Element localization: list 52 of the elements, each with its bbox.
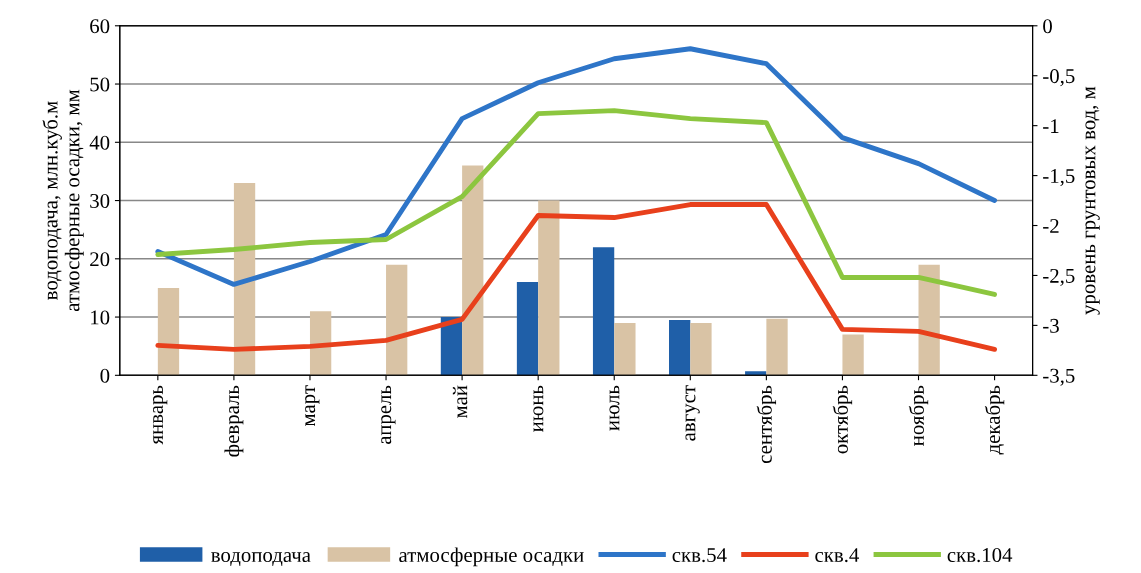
bar — [842, 334, 864, 376]
bar — [233, 183, 256, 376]
x-tick-label: январь — [153, 385, 168, 445]
x-tick-label: декабрь — [984, 385, 1005, 455]
bar — [614, 322, 636, 376]
y-tick-label: 30 — [90, 193, 110, 208]
y2-tick-label: -1 — [1043, 119, 1059, 133]
y2-tick-label: -2,5 — [1043, 268, 1075, 286]
bar — [157, 287, 180, 376]
bar — [386, 264, 408, 376]
y-axis-title: водоподача, млн.куб.м атмосферные осадки, мм — [42, 89, 84, 312]
x-tick-label: ноябрь — [908, 385, 929, 446]
bar — [669, 319, 691, 376]
y2-tick-label: -0,5 — [1043, 69, 1075, 87]
y2-tick-label: 0 — [1043, 19, 1052, 34]
legend-label: скв.104 — [947, 547, 1013, 563]
x-tick-label: март — [305, 385, 320, 427]
y-tick-label: 40 — [89, 135, 110, 150]
y2-tick-label: -1,5 — [1043, 169, 1075, 187]
bar — [690, 322, 712, 376]
y-tick-label: 0 — [100, 368, 110, 383]
legend-label: скв.4 — [815, 548, 860, 563]
x-tick-label: апрель — [381, 385, 396, 444]
x-tick-label: август — [685, 385, 700, 441]
y2-tick-label: -3 — [1043, 318, 1059, 333]
y2-tick-label: -2 — [1043, 218, 1059, 233]
bar — [592, 247, 615, 376]
x-tick-label: сентябрь — [756, 385, 777, 464]
legend-label: водоподача — [211, 552, 311, 566]
x-tick-label: май — [452, 385, 468, 419]
x-tick-label: июль — [609, 385, 620, 431]
x-tick-label: февраль — [224, 385, 244, 457]
line-series — [155, 46, 997, 287]
bar — [766, 318, 788, 376]
y-tick-label: 50 — [90, 77, 110, 92]
line-series — [155, 202, 997, 352]
line-series — [155, 108, 997, 297]
bar — [440, 317, 463, 376]
y-tick-label: 60 — [90, 19, 110, 34]
y-tick-label: 10 — [91, 310, 110, 325]
bar — [745, 371, 767, 376]
bar — [516, 282, 539, 376]
x-tick-label: июнь — [533, 385, 544, 433]
legend-label: атмосферные осадки — [399, 547, 584, 567]
y-tick-label: 20 — [90, 252, 110, 267]
bar — [538, 200, 560, 376]
bar — [462, 165, 484, 376]
x-tick-label: октябрь — [832, 385, 853, 454]
y2-axis-title: уровень грунтовых вод, м — [1085, 86, 1100, 315]
legend-label: скв.54 — [672, 548, 727, 563]
y2-tick-label: -3,5 — [1043, 368, 1075, 386]
bar — [309, 311, 332, 376]
